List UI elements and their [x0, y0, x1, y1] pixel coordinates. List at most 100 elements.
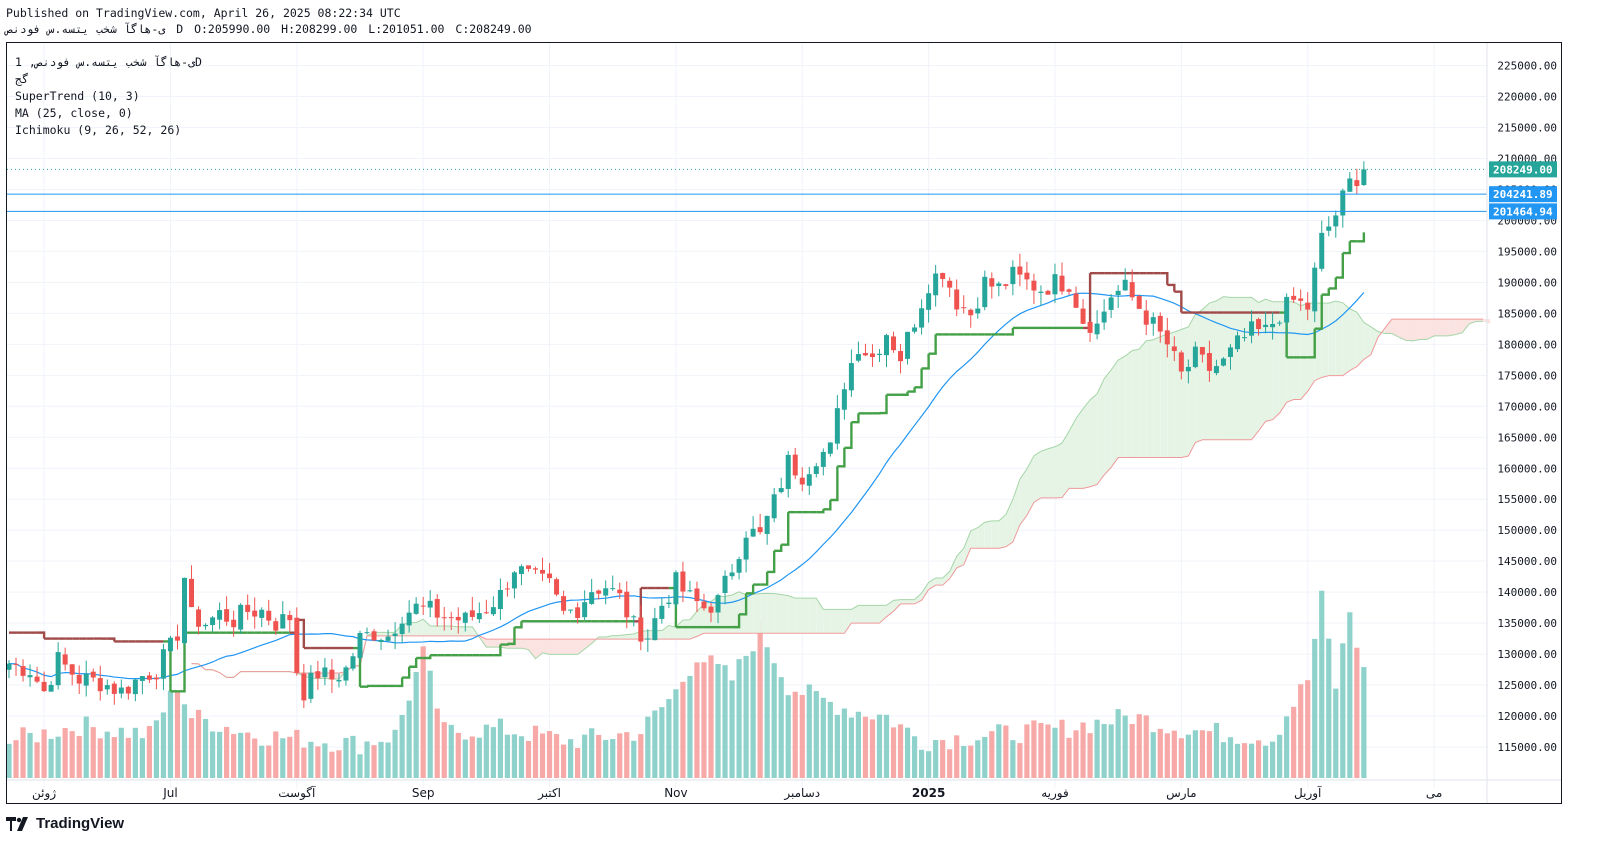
- volume-bar: [624, 732, 630, 778]
- cloud-segment: [1111, 360, 1119, 468]
- candle-body: [785, 454, 791, 489]
- volume-bar: [160, 712, 167, 778]
- candle-body: [336, 679, 342, 682]
- candle: [7, 660, 12, 679]
- cloud-segment: [1237, 297, 1245, 440]
- candle: [357, 630, 363, 662]
- cloud-segment: [1097, 378, 1105, 485]
- cloud-segment: [1265, 299, 1273, 422]
- candle: [203, 623, 209, 630]
- candle: [982, 270, 988, 311]
- candle: [624, 581, 630, 629]
- volume-bar: [1157, 728, 1163, 778]
- candle: [533, 566, 538, 574]
- cloud-segment: [1146, 339, 1154, 458]
- volume-bar: [1003, 725, 1009, 778]
- cloud-segment: [381, 632, 389, 636]
- chart-area[interactable]: 225000.00220000.00215000.00210000.002050…: [6, 42, 1562, 804]
- candle: [1122, 268, 1128, 291]
- candle: [392, 622, 398, 650]
- candle-body: [603, 588, 609, 596]
- candle-body: [610, 588, 616, 590]
- supertrend-segment: [1328, 277, 1337, 290]
- volume-bar: [1262, 745, 1269, 778]
- candle-body: [1192, 346, 1198, 368]
- legend-ichimoku[interactable]: Ichimoku (9, 26, 52, 26): [15, 123, 182, 137]
- candle: [1073, 286, 1079, 308]
- volume-bar: [1241, 743, 1248, 778]
- candle: [912, 324, 918, 334]
- candle-body: [1178, 352, 1184, 372]
- cloud-segment: [563, 639, 571, 655]
- price-tag: 201464.94: [1489, 203, 1557, 220]
- candle-body: [1319, 232, 1325, 269]
- price-chart[interactable]: 225000.00220000.00215000.00210000.002050…: [7, 43, 1562, 804]
- candle: [1277, 320, 1283, 327]
- candle: [841, 382, 847, 420]
- volume-bar: [659, 707, 665, 778]
- price-tick-label: 180000.00: [1497, 338, 1557, 351]
- candle-body: [652, 618, 658, 641]
- cloud-segment: [725, 594, 733, 634]
- volume-bar: [427, 670, 433, 778]
- candle: [778, 477, 784, 494]
- volume-bar: [1277, 734, 1283, 778]
- candle: [504, 582, 510, 597]
- candle: [420, 596, 426, 615]
- candle-body: [511, 572, 517, 589]
- volume-bar: [1045, 724, 1051, 778]
- volume-bar: [933, 740, 939, 778]
- volume-bar: [1326, 638, 1332, 778]
- time-tick-label: Sep: [412, 786, 435, 800]
- volume-bar: [968, 745, 974, 778]
- candle-body: [146, 675, 152, 680]
- volume-bar: [617, 733, 623, 778]
- candle-body: [125, 686, 131, 694]
- candle-body: [968, 309, 974, 316]
- volume-bar: [420, 646, 426, 778]
- cloud-segment: [1181, 327, 1189, 458]
- volume-bar: [1164, 733, 1170, 778]
- cloud-segment: [963, 530, 971, 565]
- volume-bar: [343, 737, 349, 778]
- cloud-segment: [893, 599, 901, 612]
- candle: [820, 448, 826, 476]
- candle-body: [1052, 274, 1058, 295]
- candle: [308, 665, 314, 703]
- candle-body: [645, 638, 651, 640]
- volume-bar: [146, 726, 152, 778]
- volume-bar: [603, 739, 609, 778]
- candle: [1129, 269, 1135, 301]
- candle: [1017, 253, 1023, 287]
- candle-body: [392, 633, 398, 637]
- legend-supertrend[interactable]: SuperTrend (10, 3): [15, 89, 140, 103]
- candle-body: [238, 604, 244, 630]
- cloud-segment: [1441, 319, 1449, 336]
- volume-bar: [940, 740, 946, 778]
- price-tick-label: 160000.00: [1497, 462, 1557, 475]
- candle-body: [20, 666, 26, 676]
- candle: [855, 341, 861, 363]
- price-tick-label: 130000.00: [1497, 648, 1557, 661]
- candle: [1171, 336, 1177, 362]
- tradingview-logo[interactable]: TradingView: [6, 815, 124, 832]
- cloud-segment: [598, 637, 606, 640]
- volume-bar: [259, 745, 265, 778]
- candle-body: [1249, 321, 1255, 336]
- volume-bar: [827, 701, 833, 778]
- cloud-segment: [521, 639, 529, 650]
- cloud-segment: [1427, 319, 1435, 340]
- volume-bar: [469, 736, 475, 778]
- cloud-segment: [823, 609, 831, 634]
- volume-bar: [245, 732, 251, 778]
- time-tick-label: ژوئن: [32, 786, 56, 801]
- volume-bar: [322, 743, 328, 778]
- candle: [455, 607, 461, 634]
- candle: [666, 594, 672, 609]
- legend-ma[interactable]: MA (25, close, 0): [15, 106, 133, 120]
- volume-bar: [666, 699, 672, 778]
- candle-body: [708, 606, 714, 613]
- volume-bar: [919, 749, 925, 778]
- candle: [834, 395, 840, 450]
- candle-body: [385, 636, 391, 641]
